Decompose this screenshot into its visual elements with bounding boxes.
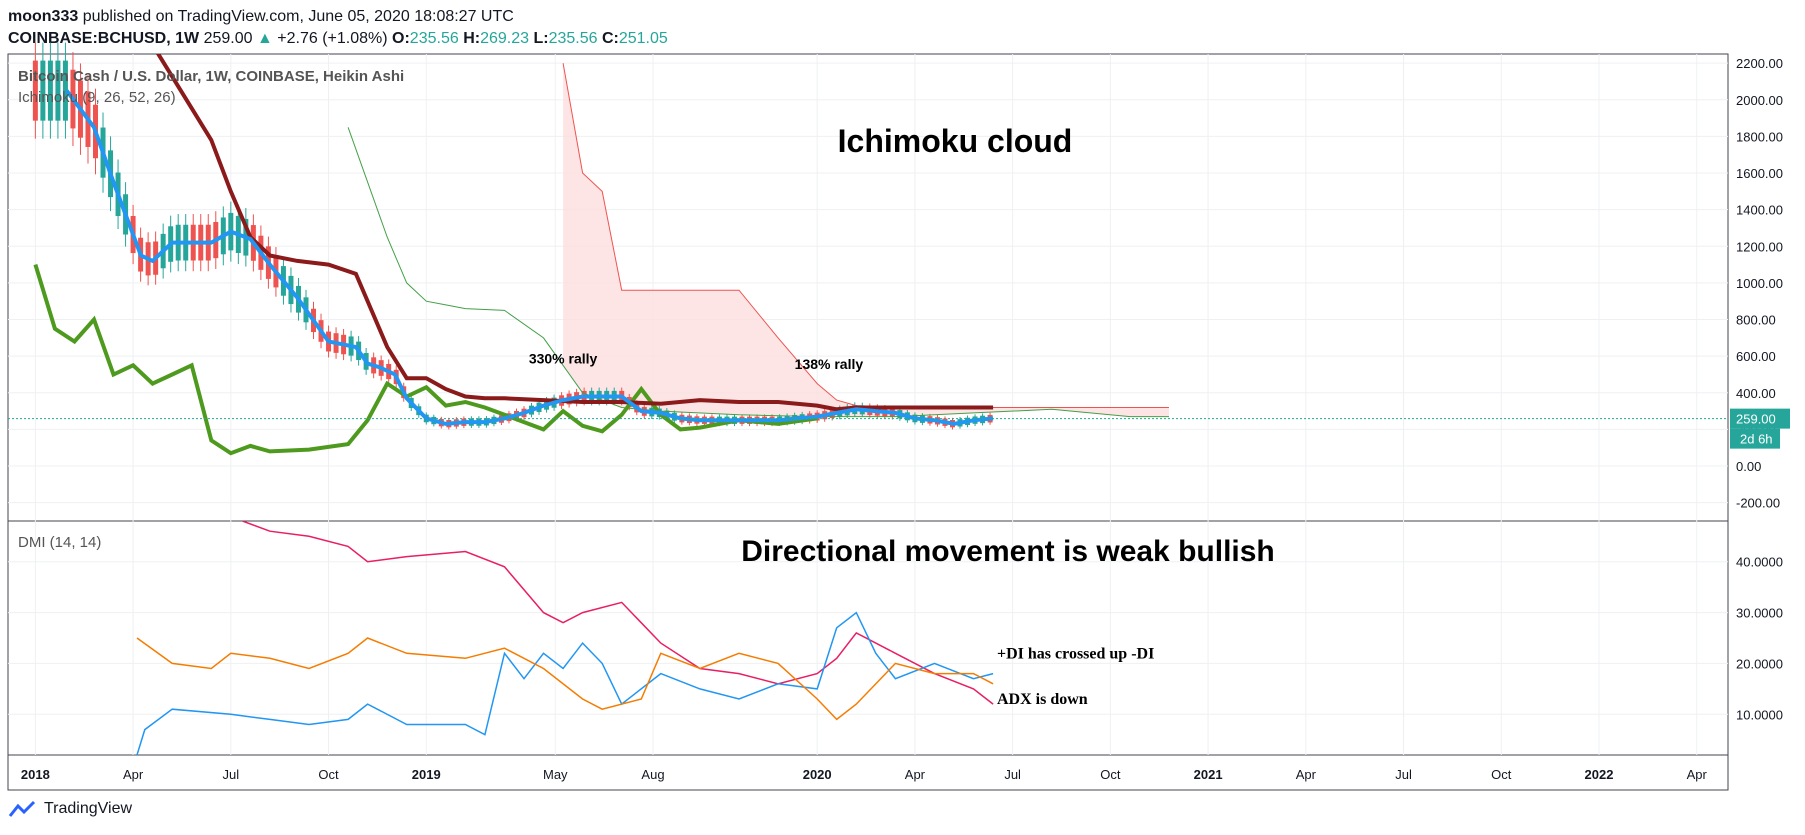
y-tick-label: 1600.00 xyxy=(1736,166,1783,181)
footer: TradingView xyxy=(8,800,132,818)
plus-di-line xyxy=(136,611,994,755)
dmi-y-tick-label: 20.0000 xyxy=(1736,656,1783,671)
x-tick-label: Apr xyxy=(123,767,144,782)
x-tick-label: 2020 xyxy=(803,767,832,782)
x-tick-label: Apr xyxy=(1296,767,1317,782)
y-tick-label: 800.00 xyxy=(1736,313,1776,328)
x-tick-label: Oct xyxy=(1100,767,1121,782)
published-text: published on TradingView.com, June 05, 2… xyxy=(82,8,514,25)
x-tick-label: Jul xyxy=(1395,767,1412,782)
ichimoku-cloud-fill xyxy=(563,63,1169,417)
x-tick-label: 2021 xyxy=(1194,767,1223,782)
y-tick-label: 2000.00 xyxy=(1736,93,1783,108)
candle-body xyxy=(55,60,61,121)
y-tick-label: 1800.00 xyxy=(1736,129,1783,144)
tradingview-logo-icon xyxy=(8,800,36,817)
dmi-annotation: ADX is down xyxy=(997,691,1088,708)
countdown-badge xyxy=(1730,428,1780,449)
y-tick-label: 0.00 xyxy=(1736,459,1761,474)
lagging-span-line xyxy=(33,264,818,456)
dmi-y-tick-label: 30.0000 xyxy=(1736,606,1783,621)
close-label: C: xyxy=(601,30,619,47)
candle-body xyxy=(62,60,68,121)
x-tick-label: 2019 xyxy=(412,767,441,782)
y-tick-label: 400.00 xyxy=(1736,386,1776,401)
x-tick-label: Oct xyxy=(318,767,339,782)
conversion-line xyxy=(64,89,994,426)
y-tick-label: 2200.00 xyxy=(1736,56,1783,71)
rally-annotation: 138% rally xyxy=(795,356,864,372)
tradingview-brand[interactable]: TradingView xyxy=(44,800,133,817)
candle-body xyxy=(47,60,53,121)
x-tick-label: Jul xyxy=(1004,767,1021,782)
x-tick-label: Apr xyxy=(905,767,926,782)
leading-span-b-line xyxy=(562,63,1169,408)
countdown-label: 2d 6h xyxy=(1740,432,1773,447)
minus-di-line xyxy=(136,637,994,721)
dmi-y-tick-label: 40.0000 xyxy=(1736,555,1783,570)
price-value: 259.00 xyxy=(203,30,253,47)
dmi-main-annotation: Directional movement is weak bullish xyxy=(741,535,1275,568)
y-tick-label: 1000.00 xyxy=(1736,276,1783,291)
y-tick-label: 1200.00 xyxy=(1736,239,1783,254)
low-label: L: xyxy=(533,30,549,47)
chart-header: moon333 published on TradingView.com, Ju… xyxy=(8,6,668,50)
x-tick-label: Aug xyxy=(641,767,664,782)
dmi-annotation: +DI has crossed up -DI xyxy=(997,645,1154,662)
chart-frame xyxy=(7,53,1729,791)
candle-body xyxy=(40,60,46,121)
x-tick-label: Jul xyxy=(223,767,240,782)
y-tick-label: 1400.00 xyxy=(1736,203,1783,218)
y-tick-label: -200.00 xyxy=(1736,496,1780,511)
open-label: O: xyxy=(392,30,410,47)
last-price-badge xyxy=(1730,408,1790,429)
open-value: 235.56 xyxy=(409,30,459,47)
indicator-label: Ichimoku (9, 26, 52, 26) xyxy=(18,89,176,106)
dmi-title: DMI (14, 14) xyxy=(18,534,101,551)
dmi-y-tick-label: 10.0000 xyxy=(1736,707,1783,722)
close-value: 251.05 xyxy=(618,30,668,47)
symbol-label: COINBASE:BCHUSD, 1W xyxy=(8,30,200,47)
y-tick-label: 600.00 xyxy=(1736,349,1776,364)
x-tick-label: Oct xyxy=(1491,767,1512,782)
last-price-label: 259.00 xyxy=(1736,412,1776,427)
chart-title: Bitcoin Cash / U.S. Dollar, 1W, COINBASE… xyxy=(18,68,404,85)
x-tick-label: 2018 xyxy=(21,767,50,782)
high-value: 269.23 xyxy=(480,30,530,47)
main-annotation: Ichimoku cloud xyxy=(838,123,1073,159)
x-tick-label: 2022 xyxy=(1585,767,1614,782)
author-name[interactable]: moon333 xyxy=(8,8,79,25)
price-change: +2.76 (+1.08%) xyxy=(277,30,388,47)
high-label: H: xyxy=(463,30,481,47)
low-value: 235.56 xyxy=(548,30,598,47)
symbol-line: COINBASE:BCHUSD, 1W 259.00 ▲ +2.76 (+1.0… xyxy=(8,28,668,50)
publish-line: moon333 published on TradingView.com, Ju… xyxy=(8,6,668,28)
rally-annotation: 330% rally xyxy=(529,351,598,367)
candle-body xyxy=(32,60,38,121)
x-tick-label: Apr xyxy=(1687,767,1708,782)
x-tick-label: May xyxy=(543,767,568,782)
base-line xyxy=(155,54,994,412)
up-arrow-icon: ▲ xyxy=(256,30,273,47)
